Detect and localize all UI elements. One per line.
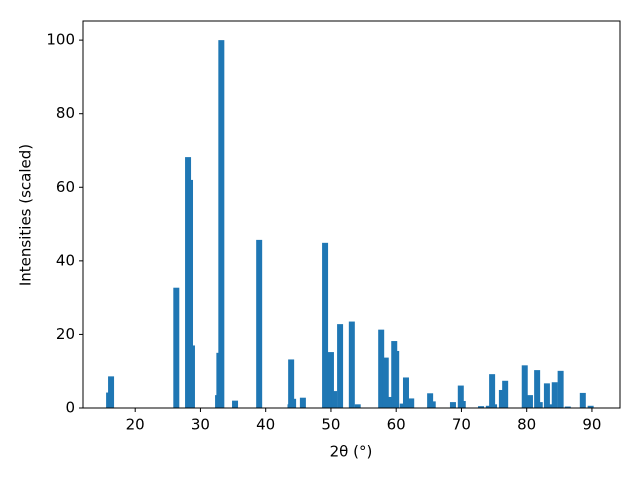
bar — [543, 383, 550, 408]
x-tick-label: 50 — [321, 416, 340, 434]
x-tick-label: 20 — [126, 416, 145, 434]
bar — [485, 405, 492, 408]
bar — [534, 370, 541, 408]
bar — [457, 385, 464, 408]
bar — [557, 370, 564, 408]
bar — [536, 402, 543, 408]
x-tick-label: 70 — [452, 416, 471, 434]
bar — [498, 389, 505, 408]
bar — [402, 377, 409, 408]
x-tick-label: 80 — [517, 416, 536, 434]
y-tick-label: 0 — [65, 399, 75, 417]
x-axis-label: 2θ (°) — [330, 443, 373, 461]
bar — [299, 397, 306, 408]
bar — [399, 403, 406, 408]
bar — [564, 406, 571, 408]
bar — [348, 321, 355, 408]
bar — [521, 365, 528, 408]
x-tick-label: 30 — [191, 416, 210, 434]
bar — [408, 398, 415, 408]
bar — [218, 40, 225, 409]
x-tick-label: 60 — [387, 416, 406, 434]
bar — [587, 405, 594, 408]
bar — [526, 395, 533, 408]
bar — [489, 374, 496, 408]
bar — [429, 401, 436, 408]
bar — [393, 350, 400, 408]
bar — [386, 396, 393, 408]
bar — [382, 357, 389, 408]
bar — [354, 404, 361, 408]
bar — [491, 404, 498, 408]
bar — [188, 345, 195, 408]
bar — [232, 400, 239, 408]
y-axis-label: Intensities (scaled) — [17, 144, 35, 286]
bar — [322, 242, 329, 408]
bar — [327, 352, 334, 408]
bar — [449, 402, 456, 408]
x-tick-label: 90 — [582, 416, 601, 434]
bar — [551, 382, 558, 408]
bar — [108, 376, 115, 408]
bar — [459, 401, 466, 408]
bar — [256, 239, 263, 408]
plot-frame — [82, 20, 621, 409]
bar — [427, 393, 434, 408]
bar — [337, 324, 344, 408]
bar — [288, 359, 295, 408]
bar — [331, 391, 338, 408]
bar — [187, 179, 194, 408]
bar — [579, 392, 586, 408]
bar — [378, 329, 385, 408]
bar — [502, 380, 509, 408]
y-tick-label: 60 — [56, 178, 75, 196]
y-tick-label: 20 — [56, 325, 75, 343]
x-tick-label: 40 — [256, 416, 275, 434]
y-tick-label: 40 — [56, 251, 75, 269]
y-tick-label: 80 — [56, 104, 75, 122]
bar — [547, 404, 554, 408]
bar — [478, 406, 485, 408]
y-tick-label: 100 — [46, 31, 75, 49]
bar — [290, 398, 297, 408]
bar — [173, 287, 180, 408]
